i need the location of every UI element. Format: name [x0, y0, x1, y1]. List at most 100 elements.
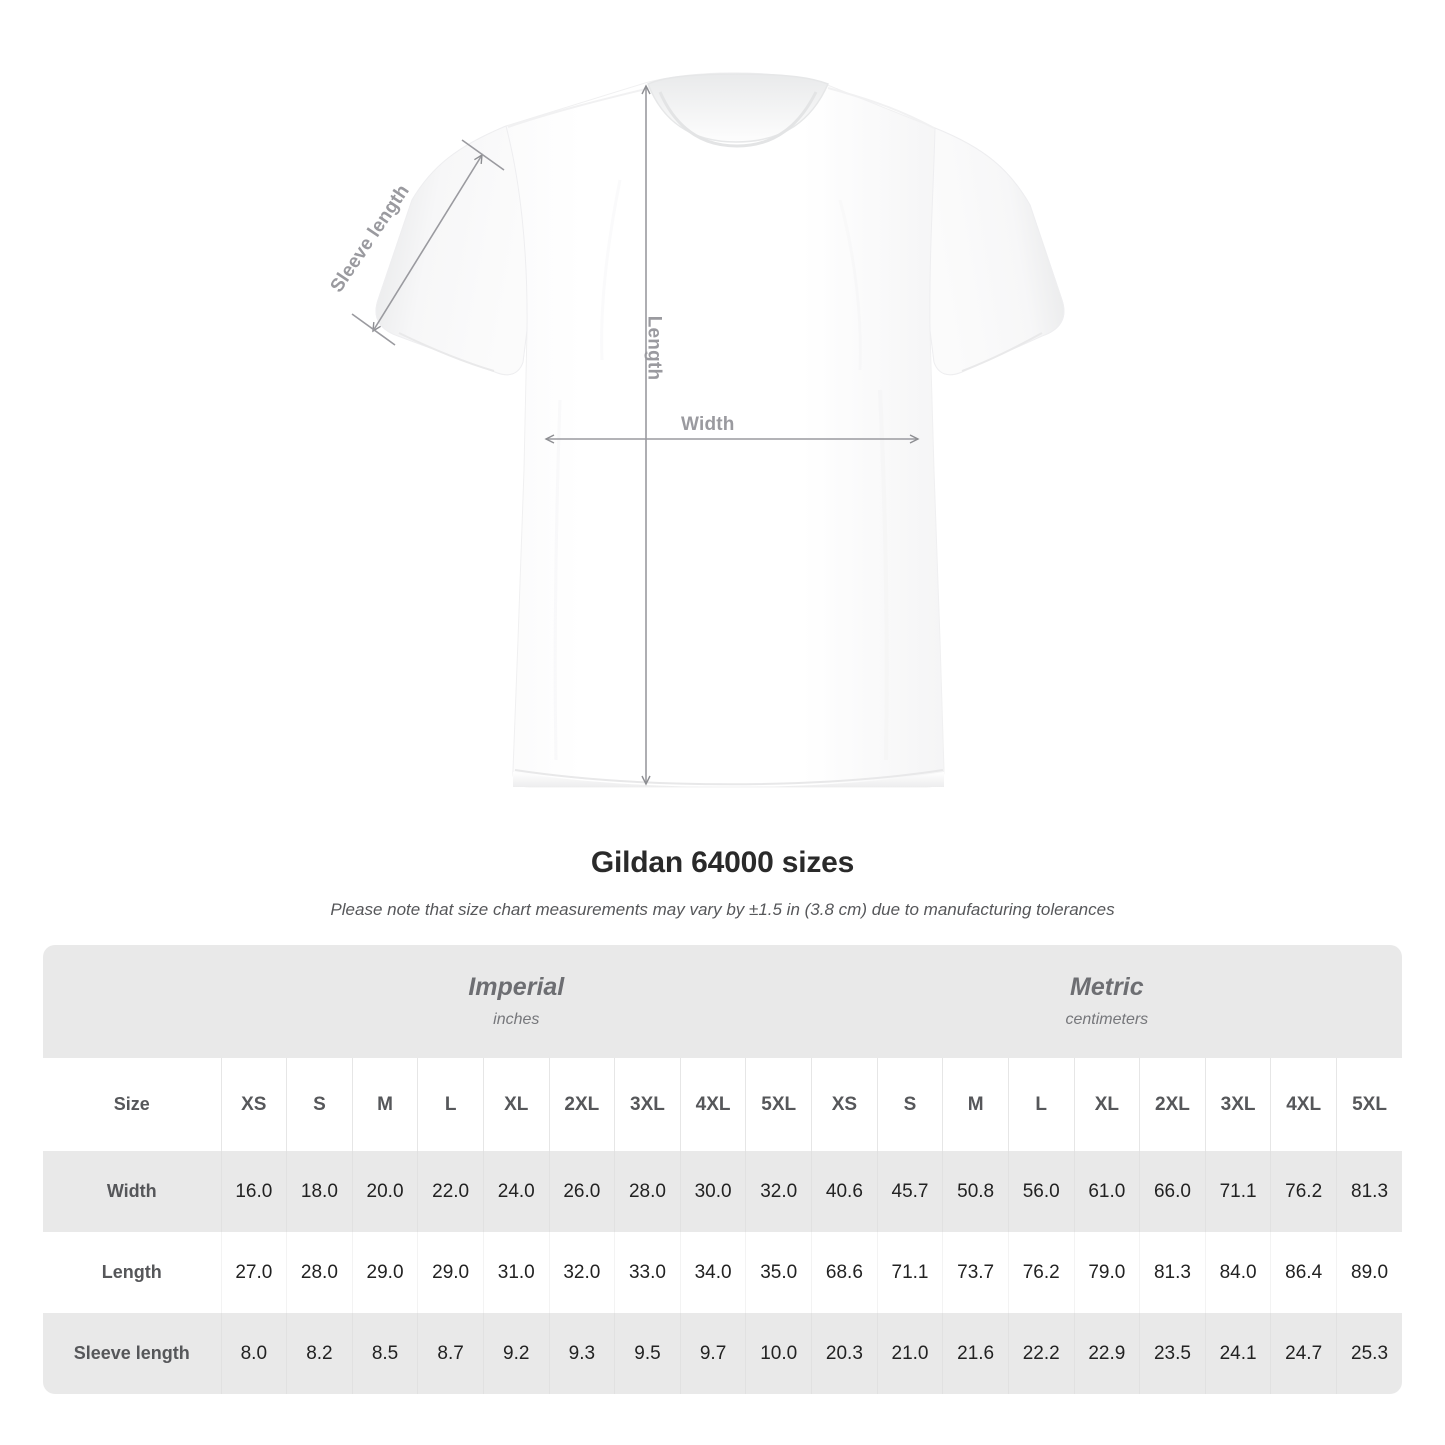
measurement-cell: 8.2 [286, 1313, 353, 1394]
measurement-cell: 35.0 [745, 1232, 812, 1313]
size-header-cell: 5XL [745, 1058, 812, 1151]
measurement-cell: 76.2 [1007, 1232, 1075, 1313]
right-sleeve-hem [961, 332, 1043, 372]
measurement-cell: 66.0 [1139, 1151, 1206, 1232]
measurement-cell: 9.7 [679, 1313, 746, 1394]
size-header-cell: 5XL [1335, 1058, 1402, 1151]
measurement-cell: 40.6 [811, 1151, 878, 1232]
left-sleeve [375, 125, 528, 376]
unit-band-spacer [43, 945, 221, 1058]
collar-ribbing [658, 91, 818, 148]
size-header-cell: XS [220, 1058, 287, 1151]
measurement-cell: 56.0 [1007, 1151, 1075, 1232]
table-row: Length 27.0 28.0 29.0 29.0 31.0 32.0 33.0 34.0 35… [43, 1232, 1402, 1313]
size-header-cell: 2XL [548, 1058, 615, 1151]
unit-group-name: Metric [1070, 973, 1144, 1002]
measurement-cell: 25.3 [1335, 1313, 1402, 1394]
size-header-cell: S [876, 1058, 943, 1151]
tshirt-diagram: Sleeve length Length Width [326, 72, 1065, 788]
measurement-cell: 50.8 [942, 1151, 1009, 1232]
measurement-cell: 21.0 [876, 1313, 943, 1394]
size-header-cell: XL [482, 1058, 550, 1151]
chart-heading-block: Gildan 64000 sizes Please note that size… [0, 846, 1445, 920]
measurement-cell: 20.0 [351, 1151, 418, 1232]
unit-group-sub: centimeters [1065, 1010, 1149, 1028]
table-row: Width 16.0 18.0 20.0 22.0 24.0 26.0 28.0 30.0 32.… [43, 1151, 1402, 1232]
size-header-cell: XS [811, 1058, 878, 1151]
size-chart-table: Imperial inches Metric centimeters Size XS S M L… [43, 945, 1402, 1394]
length-label: Length [643, 315, 665, 381]
measurement-cell: 23.5 [1139, 1313, 1206, 1394]
bottom-hem [513, 772, 944, 787]
size-header-cell: 4XL [1270, 1058, 1337, 1151]
measurement-cell: 30.0 [679, 1151, 746, 1232]
measurement-cell: 29.0 [351, 1232, 418, 1313]
measurement-cell: 45.7 [876, 1151, 943, 1232]
measurement-cell: 22.2 [1007, 1313, 1075, 1394]
measurement-cell: 9.2 [482, 1313, 550, 1394]
measurement-cell: 28.0 [286, 1232, 353, 1313]
measurement-cell: 86.4 [1270, 1232, 1337, 1313]
size-header-cell: XL [1073, 1058, 1140, 1151]
measurement-cell: 89.0 [1335, 1232, 1402, 1313]
size-header-cell: M [351, 1058, 418, 1151]
right-shoulder-seam [827, 87, 935, 129]
unit-group-name: Imperial [468, 973, 565, 1002]
measurement-cell: 84.0 [1204, 1232, 1271, 1313]
measurement-cell: 79.0 [1073, 1232, 1140, 1313]
measurement-cell: 24.7 [1270, 1313, 1337, 1394]
measurement-cell: 22.9 [1073, 1313, 1140, 1394]
row-label: Sleeve length [43, 1313, 221, 1394]
unit-group-metric: Metric centimeters [811, 945, 1402, 1058]
table-row: Sleeve length 8.0 8.2 8.5 8.7 9.2 9.3 9.5 9.7 10.… [43, 1313, 1402, 1394]
measurement-cell: 22.0 [417, 1151, 484, 1232]
page-title: Gildan 64000 sizes [590, 846, 855, 879]
measurement-cell: 68.6 [811, 1232, 878, 1313]
unit-group-imperial: Imperial inches [221, 945, 812, 1058]
measurement-cell: 31.0 [482, 1232, 550, 1313]
bottom-hem-stitch [514, 769, 944, 786]
unit-group-sub: inches [493, 1010, 540, 1028]
measurement-cell: 81.3 [1139, 1232, 1206, 1313]
measurement-cell: 73.7 [942, 1232, 1009, 1313]
size-header-cell: L [1007, 1058, 1075, 1151]
measurement-cell: 81.3 [1335, 1151, 1402, 1232]
page-subtitle: Please note that size chart measurements… [330, 900, 1115, 919]
row-label: Width [43, 1151, 221, 1232]
sleeve-length-dimension-arrow [351, 139, 505, 346]
right-sleeve [929, 127, 1065, 376]
measurement-cell: 27.0 [220, 1232, 287, 1313]
row-label: Length [43, 1232, 221, 1313]
measurement-cell: 18.0 [286, 1151, 353, 1232]
measurement-cell: 24.1 [1204, 1313, 1271, 1394]
measurement-cell: 32.0 [745, 1151, 812, 1232]
measurement-cell: 20.3 [811, 1313, 878, 1394]
measurement-cell: 9.5 [614, 1313, 681, 1394]
measurement-cell: 32.0 [548, 1232, 615, 1313]
measurement-cell: 24.0 [482, 1151, 550, 1232]
size-header-cell: L [417, 1058, 484, 1151]
size-header-cell: 2XL [1139, 1058, 1206, 1151]
measurement-cell: 26.0 [548, 1151, 615, 1232]
measurement-cell: 8.0 [220, 1313, 287, 1394]
size-chart-table-container: Imperial inches Metric centimeters Size XS S M L… [43, 945, 1402, 1394]
size-header-cell: 3XL [1204, 1058, 1271, 1151]
measurement-cell: 71.1 [876, 1232, 943, 1313]
measurement-cell: 9.3 [548, 1313, 615, 1394]
measurement-cell: 33.0 [614, 1232, 681, 1313]
size-header-cell: 4XL [679, 1058, 746, 1151]
size-header-cell: 3XL [614, 1058, 681, 1151]
tshirt-illustration [351, 72, 1065, 788]
measurement-cell: 8.7 [417, 1313, 484, 1394]
left-sleeve-hem [398, 332, 495, 372]
measurement-cell: 76.2 [1270, 1151, 1337, 1232]
left-shoulder-seam [507, 87, 651, 128]
measurement-cell: 21.6 [942, 1313, 1009, 1394]
size-header-cell: M [942, 1058, 1009, 1151]
width-label: Width [681, 414, 735, 435]
measurement-cell: 16.0 [220, 1151, 287, 1232]
measurement-cell: 10.0 [745, 1313, 812, 1394]
unit-group-header-row: Imperial inches Metric centimeters [43, 945, 1402, 1058]
table-corner-label: Size [43, 1058, 221, 1151]
size-header-cell: S [286, 1058, 353, 1151]
